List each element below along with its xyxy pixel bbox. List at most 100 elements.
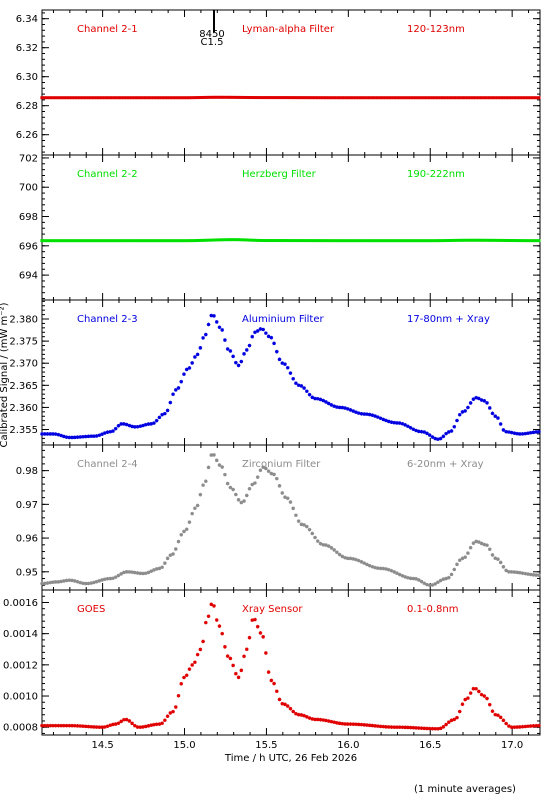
filter-label: Xray Sensor bbox=[242, 604, 303, 615]
data-point bbox=[517, 570, 522, 575]
data-point bbox=[209, 602, 214, 607]
y-tick-label: 698 bbox=[19, 212, 38, 223]
data-point bbox=[294, 513, 298, 518]
data-point bbox=[269, 335, 274, 340]
panel-2: 694 696 698 700 702 Channel 2-2 Herzberg Filte… bbox=[19, 153, 541, 301]
data-point bbox=[182, 372, 186, 376]
data-point bbox=[329, 719, 334, 724]
data-point bbox=[345, 722, 350, 726]
data-point bbox=[266, 469, 271, 474]
data-point bbox=[422, 726, 427, 731]
data-point bbox=[315, 539, 320, 543]
y-tick-label: 0.0016 bbox=[3, 598, 38, 609]
data-point bbox=[86, 434, 91, 439]
data-point bbox=[266, 670, 271, 674]
data-point bbox=[168, 553, 173, 558]
data-point bbox=[122, 717, 126, 722]
data-point bbox=[479, 398, 484, 402]
data-point bbox=[214, 458, 219, 463]
data-point bbox=[212, 314, 216, 318]
data-point bbox=[496, 713, 500, 718]
data-point bbox=[152, 722, 156, 727]
data-point bbox=[477, 396, 481, 401]
data-point bbox=[81, 724, 85, 728]
data-point bbox=[59, 579, 63, 584]
y-tick-label: 2.370 bbox=[9, 359, 38, 370]
data-point bbox=[447, 430, 451, 434]
data-point bbox=[116, 423, 121, 428]
data-point bbox=[283, 495, 287, 500]
data-point bbox=[395, 571, 399, 576]
y-tick-label: 700 bbox=[19, 183, 38, 194]
data-point bbox=[498, 560, 503, 565]
data-point bbox=[283, 362, 287, 366]
data-point bbox=[204, 479, 208, 484]
data-point bbox=[452, 567, 457, 572]
data-point bbox=[198, 492, 203, 497]
data-point bbox=[291, 506, 295, 511]
data-point bbox=[236, 363, 241, 368]
data-point bbox=[517, 725, 522, 729]
data-point bbox=[482, 542, 487, 547]
y-tick-label: 6.30 bbox=[16, 72, 38, 83]
data-point bbox=[343, 555, 347, 560]
data-point bbox=[130, 424, 134, 429]
data-point bbox=[264, 331, 268, 335]
data-point bbox=[94, 725, 99, 729]
data-point bbox=[457, 558, 462, 563]
data-point bbox=[343, 406, 347, 410]
filter-label: Aluminium Filter bbox=[242, 314, 325, 325]
data-point bbox=[485, 543, 489, 548]
data-point bbox=[384, 418, 388, 423]
data-point bbox=[255, 624, 260, 629]
data-point bbox=[195, 652, 200, 657]
y-tick-label: 0.0012 bbox=[3, 660, 38, 671]
data-point bbox=[154, 418, 159, 423]
filter-label: Lyman-alpha Filter bbox=[242, 24, 335, 35]
data-point bbox=[182, 529, 186, 534]
data-point bbox=[89, 724, 93, 729]
data-point bbox=[367, 412, 372, 417]
data-point bbox=[490, 709, 495, 714]
data-point bbox=[438, 436, 443, 441]
data-point bbox=[359, 559, 364, 564]
data-point bbox=[141, 571, 145, 576]
data-point bbox=[408, 576, 413, 581]
data-point bbox=[258, 468, 263, 473]
data-point bbox=[351, 557, 356, 561]
data-point bbox=[427, 726, 432, 731]
data-point bbox=[370, 564, 375, 569]
data-point bbox=[430, 435, 435, 439]
data-point bbox=[105, 576, 110, 581]
data-point bbox=[373, 565, 377, 570]
data-point bbox=[490, 411, 495, 416]
data-point bbox=[231, 487, 235, 492]
data-point bbox=[231, 663, 235, 668]
y-axis-label: Calibrated Signal / (mW m⁻²) bbox=[0, 302, 10, 447]
data-point bbox=[340, 721, 345, 726]
data-point bbox=[291, 376, 295, 381]
data-point bbox=[48, 432, 52, 436]
data-point bbox=[264, 651, 268, 655]
data-point bbox=[373, 414, 377, 418]
data-point bbox=[425, 582, 429, 587]
data-point bbox=[220, 631, 224, 636]
data-point bbox=[367, 723, 372, 728]
data-point bbox=[78, 435, 83, 439]
data-point bbox=[356, 722, 361, 727]
data-point bbox=[512, 725, 517, 729]
data-point bbox=[381, 417, 386, 422]
data-point bbox=[310, 395, 315, 400]
data-point bbox=[100, 432, 104, 436]
data-point bbox=[127, 423, 132, 428]
data-point bbox=[376, 415, 380, 419]
y-tick-label: 0.0008 bbox=[3, 723, 38, 734]
data-point bbox=[234, 360, 238, 365]
data-point bbox=[223, 644, 227, 649]
data-point bbox=[490, 553, 495, 557]
data-point bbox=[217, 325, 222, 330]
filter-label: Herzberg Filter bbox=[242, 169, 317, 180]
y-tick-label: 0.0010 bbox=[3, 692, 38, 703]
data-point bbox=[236, 675, 241, 680]
